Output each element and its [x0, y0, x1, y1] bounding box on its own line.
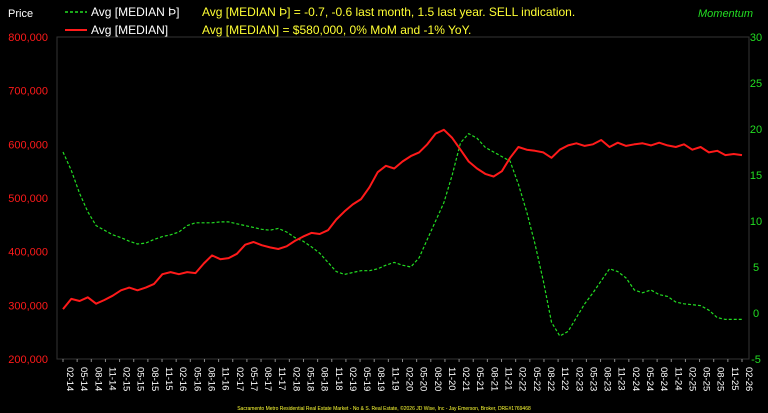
legend: Avg [MEDIAN Þ] Avg [MEDIAN]: [65, 5, 179, 37]
annotation-price: Avg [MEDIAN] = $580,000, 0% MoM and -1% …: [202, 23, 471, 37]
x-tick-label: 05-25: [701, 367, 712, 391]
x-tick-label: 02-16: [177, 367, 188, 391]
x-tick-label: 02-21: [460, 367, 471, 391]
x-tick-label: 08-25: [715, 367, 726, 391]
x-tick-label: 11-17: [276, 367, 287, 391]
series-layer: [62, 128, 743, 337]
x-tick-label: 08-17: [262, 367, 273, 391]
x-tick-label: 05-19: [361, 367, 372, 391]
right-tick-label: 30: [750, 32, 762, 44]
right-tick-label: 15: [750, 170, 762, 182]
x-tick-label: 11-22: [559, 367, 570, 391]
footer-credit: Sacramento Metro Residential Real Estate…: [237, 405, 531, 412]
momentum-series-line: [62, 133, 742, 337]
right-tick-label: 5: [753, 262, 759, 274]
x-tick-label: 08-14: [92, 367, 103, 391]
x-axis-ticks: 02-14 05-14 08-14 11-14 02-15 05-15 08-15 11-15…: [62, 359, 754, 391]
x-tick-label: 11-14: [106, 367, 117, 391]
left-tick-label: 300,000: [8, 300, 48, 312]
x-tick-label: 11-24: [672, 367, 683, 391]
x-tick-label: 08-22: [545, 367, 556, 391]
x-tick-label: 02-18: [290, 367, 301, 391]
x-tick-label: 08-19: [375, 367, 386, 391]
right-tick-label: 20: [750, 124, 762, 136]
x-tick-label: 02-14: [64, 367, 75, 391]
left-tick-label: 800,000: [8, 32, 48, 44]
right-tick-label: 10: [750, 216, 762, 228]
left-tick-label: 700,000: [8, 86, 48, 98]
left-axis-title: Price: [8, 8, 33, 20]
x-tick-label: 05-17: [248, 367, 259, 391]
x-tick-label: 11-21: [503, 367, 514, 391]
x-tick-label: 08-16: [205, 367, 216, 391]
x-tick-label: 08-24: [658, 367, 669, 391]
x-tick-label: 02-22: [517, 367, 528, 391]
right-axis-title: Momentum: [698, 8, 753, 20]
annotation-momentum: Avg [MEDIAN Þ] = -0.7, -0.6 last month, …: [202, 5, 575, 19]
x-tick-label: 05-24: [644, 367, 655, 391]
x-tick-label: 11-19: [389, 367, 400, 391]
x-tick-label: 05-15: [135, 367, 146, 391]
x-tick-label: 05-18: [304, 367, 315, 391]
x-tick-label: 02-19: [347, 367, 358, 391]
x-tick-label: 08-15: [149, 367, 160, 391]
x-tick-label: 11-18: [333, 367, 344, 391]
legend-label-price: Avg [MEDIAN]: [91, 23, 168, 37]
x-tick-label: 02-15: [121, 367, 132, 391]
x-tick-label: 05-22: [531, 367, 542, 391]
x-tick-label: 11-20: [446, 367, 457, 391]
right-axis-ticks: 30 25 20 15 10 5 0 -5: [750, 32, 762, 366]
x-tick-label: 08-23: [602, 367, 613, 391]
x-tick-label: 02-25: [686, 367, 697, 391]
x-tick-label: 05-16: [191, 367, 202, 391]
x-tick-label: 02-26: [743, 367, 754, 391]
left-tick-label: 600,000: [8, 139, 48, 151]
x-tick-label: 05-23: [587, 367, 598, 391]
x-tick-label: 02-20: [404, 367, 415, 391]
x-tick-label: 11-15: [163, 367, 174, 391]
left-tick-label: 500,000: [8, 193, 48, 205]
x-tick-label: 05-21: [474, 367, 485, 391]
right-tick-label: 25: [750, 78, 762, 90]
x-tick-label: 02-24: [630, 367, 641, 391]
right-tick-label: 0: [753, 308, 759, 320]
x-tick-label: 11-25: [729, 367, 740, 391]
x-tick-label: 05-14: [78, 367, 89, 391]
x-tick-label: 02-17: [234, 367, 245, 391]
left-tick-label: 200,000: [8, 354, 48, 366]
right-tick-label: -5: [751, 354, 761, 366]
x-tick-label: 08-18: [319, 367, 330, 391]
x-tick-label: 08-20: [432, 367, 443, 391]
price-series-line: [62, 128, 743, 310]
legend-label-momentum: Avg [MEDIAN Þ]: [91, 5, 179, 19]
x-tick-label: 02-23: [573, 367, 584, 391]
left-tick-label: 400,000: [8, 247, 48, 259]
left-axis-ticks: 800,000 700,000 600,000 500,000 400,000 300,0…: [8, 32, 48, 366]
x-tick-label: 11-16: [220, 367, 231, 391]
x-tick-label: 08-21: [488, 367, 499, 391]
x-tick-label: 05-20: [418, 367, 429, 391]
x-tick-label: 11-23: [616, 367, 627, 391]
